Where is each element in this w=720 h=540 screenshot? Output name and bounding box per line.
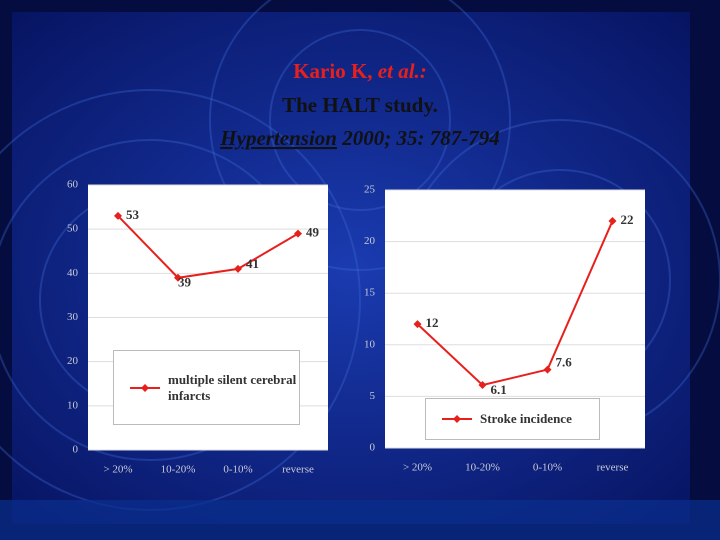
y-tick-label: 0 <box>370 442 376 454</box>
series-line <box>117 215 299 279</box>
title-part: Kario K, <box>293 59 378 83</box>
y-tick-label: 0 <box>73 444 79 456</box>
x-tick-label: reverse <box>597 462 629 474</box>
y-tick-label: 10 <box>67 399 79 411</box>
y-tick-label: 20 <box>67 355 79 367</box>
data-label: 7.6 <box>556 355 573 370</box>
bottom-band <box>0 500 720 540</box>
legend: multiple silent cerebral infarcts <box>113 350 300 425</box>
title-part: Hypertension <box>219 126 337 150</box>
point <box>234 264 242 273</box>
y-tick-label: 10 <box>364 338 376 350</box>
x-tick-label: 0-10% <box>533 462 562 474</box>
title-line: Kario K, et al.: <box>293 59 427 83</box>
y-tick-label: 25 <box>364 184 376 196</box>
point <box>174 273 182 282</box>
y-tick-label: 30 <box>67 311 79 323</box>
point <box>608 216 617 225</box>
title-part: The HALT study. <box>282 93 438 117</box>
legend: Stroke incidence <box>425 398 600 440</box>
data-label: 6.1 <box>491 382 507 397</box>
series-line <box>416 220 614 387</box>
y-tick-label: 15 <box>364 287 376 299</box>
y-tick-label: 50 <box>67 223 79 235</box>
data-label: 39 <box>178 275 192 290</box>
y-tick-label: 20 <box>364 235 376 247</box>
y-tick-label: 40 <box>67 267 79 279</box>
legend-label: Stroke incidence <box>480 411 572 426</box>
x-tick-label: > 20% <box>103 464 132 476</box>
data-label: 41 <box>246 256 259 271</box>
data-label: 22 <box>621 212 634 227</box>
legend-key <box>442 415 472 423</box>
x-tick-label: 10-20% <box>465 462 500 474</box>
data-label: 12 <box>426 315 439 330</box>
x-tick-label: reverse <box>282 464 314 476</box>
data-label: 49 <box>306 225 320 240</box>
data-label: 53 <box>126 207 140 222</box>
point <box>114 211 122 220</box>
title-line: Hypertension 2000; 35: 787-794 <box>219 126 499 150</box>
x-tick-label: 10-20% <box>161 464 196 476</box>
title-part: et al.: <box>378 59 427 83</box>
legend-label: multiple silent cerebral infarcts <box>168 371 297 403</box>
point <box>294 229 302 238</box>
y-tick-label: 5 <box>370 390 376 402</box>
point <box>413 320 422 329</box>
title-part: 2000; 35: 787-794 <box>337 126 500 150</box>
x-tick-label: > 20% <box>403 462 432 474</box>
point <box>478 381 487 390</box>
title-line: The HALT study. <box>282 93 438 117</box>
point <box>543 365 552 374</box>
y-tick-label: 60 <box>67 179 79 191</box>
legend-key <box>130 383 160 392</box>
x-tick-label: 0-10% <box>223 464 252 476</box>
